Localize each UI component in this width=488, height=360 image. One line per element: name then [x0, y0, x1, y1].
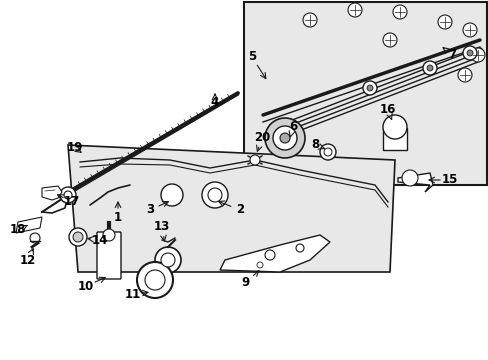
Polygon shape — [220, 235, 329, 272]
Text: 3: 3 — [145, 203, 154, 216]
Text: 15: 15 — [441, 174, 457, 186]
Circle shape — [382, 33, 396, 47]
Text: 6: 6 — [288, 121, 297, 134]
Polygon shape — [397, 173, 432, 192]
Circle shape — [382, 115, 406, 139]
Circle shape — [64, 191, 72, 199]
Circle shape — [30, 233, 40, 243]
Circle shape — [422, 61, 436, 75]
Circle shape — [401, 170, 417, 186]
Circle shape — [137, 262, 173, 298]
Circle shape — [60, 187, 76, 203]
Circle shape — [207, 188, 222, 202]
Text: 16: 16 — [379, 104, 395, 117]
Circle shape — [145, 270, 164, 290]
Text: 14: 14 — [92, 234, 108, 247]
Circle shape — [362, 81, 376, 95]
Bar — [382, 128, 406, 150]
Text: 2: 2 — [235, 203, 244, 216]
Circle shape — [272, 126, 296, 150]
Circle shape — [249, 155, 260, 165]
Circle shape — [319, 144, 335, 160]
Text: 20: 20 — [253, 131, 269, 144]
Circle shape — [155, 247, 181, 273]
Circle shape — [280, 133, 289, 143]
Circle shape — [366, 85, 372, 91]
Circle shape — [466, 50, 472, 56]
Text: 4: 4 — [210, 95, 219, 108]
Circle shape — [161, 184, 183, 206]
Circle shape — [295, 244, 304, 252]
Bar — [244, 2, 486, 185]
Circle shape — [426, 65, 432, 71]
Text: 10: 10 — [78, 279, 94, 292]
Text: 7: 7 — [447, 49, 455, 62]
Text: 19: 19 — [67, 141, 83, 154]
Circle shape — [324, 148, 331, 156]
Circle shape — [457, 68, 471, 82]
Circle shape — [69, 228, 87, 246]
Text: 8: 8 — [310, 139, 319, 152]
Circle shape — [161, 253, 175, 267]
Text: 11: 11 — [124, 288, 141, 301]
Text: 17: 17 — [64, 195, 80, 208]
Circle shape — [202, 182, 227, 208]
Circle shape — [392, 5, 406, 19]
Polygon shape — [16, 217, 42, 233]
Circle shape — [103, 229, 115, 241]
Text: 18: 18 — [10, 224, 26, 237]
Text: 13: 13 — [154, 220, 170, 234]
Circle shape — [470, 48, 484, 62]
Text: 1: 1 — [114, 211, 122, 225]
Circle shape — [264, 250, 274, 260]
Polygon shape — [68, 145, 394, 272]
Circle shape — [303, 13, 316, 27]
Circle shape — [73, 232, 83, 242]
Polygon shape — [42, 186, 62, 200]
Text: 9: 9 — [242, 275, 250, 288]
Circle shape — [437, 15, 451, 29]
Circle shape — [257, 262, 263, 268]
Circle shape — [462, 46, 476, 60]
FancyBboxPatch shape — [97, 232, 121, 279]
Circle shape — [264, 118, 305, 158]
Circle shape — [462, 23, 476, 37]
Circle shape — [347, 3, 361, 17]
Text: 5: 5 — [247, 50, 256, 63]
Text: 12: 12 — [20, 253, 36, 266]
